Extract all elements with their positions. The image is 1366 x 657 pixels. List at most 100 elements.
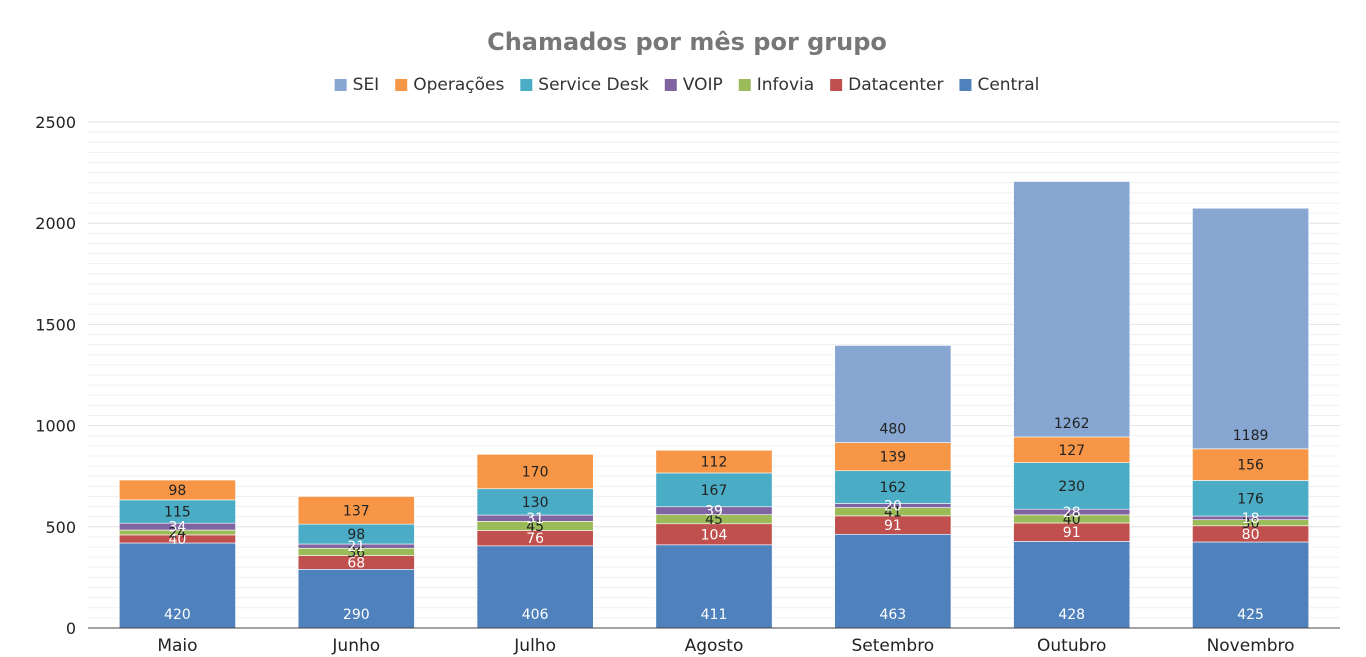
bar-segment-operacoes	[119, 479, 236, 501]
data-label-central: 411	[701, 607, 728, 623]
bar-segment-central	[297, 569, 415, 629]
data-label-central: 425	[1237, 607, 1264, 623]
bar-segment-operacoes	[655, 449, 773, 474]
data-label-voip: 20	[884, 499, 902, 515]
legend-swatch	[959, 79, 972, 91]
legend-swatch	[520, 79, 533, 91]
data-label-central: 428	[1058, 607, 1085, 623]
data-label-operacoes: 156	[1237, 458, 1264, 474]
chart-title: Chamados por mês por grupo	[487, 28, 887, 56]
data-label-operacoes: 139	[879, 450, 906, 466]
data-label-infovia: 36	[347, 545, 365, 561]
bar-segment-sei	[1192, 207, 1310, 450]
legend-swatch	[395, 79, 408, 91]
x-tick-label: Junho	[331, 636, 380, 656]
y-tick-label: 1500	[35, 315, 76, 334]
bar-segment-service-desk	[1192, 480, 1310, 517]
legend-label: Operações	[413, 75, 504, 95]
data-label-infovia: 45	[526, 519, 544, 535]
legend-item-operacoes[interactable]: Operações	[395, 75, 504, 95]
bar-segment-central	[119, 542, 236, 629]
bar-segment-service-desk	[834, 470, 952, 504]
legend-label: Central	[977, 75, 1039, 95]
data-label-central: 290	[343, 607, 370, 623]
legend-label: Infovia	[757, 75, 814, 95]
data-label-service-desk: 130	[522, 495, 549, 511]
data-label-service-desk: 230	[1058, 479, 1085, 495]
data-label-service-desk: 98	[347, 527, 365, 543]
bars	[119, 181, 1310, 629]
legend-label: SEI	[353, 75, 380, 95]
bar-segment-service-desk	[476, 488, 594, 516]
axes: 0 500 1000 1500 2000 2500 Maio Junho Julho Agosto…	[35, 113, 1340, 656]
bar-segment-sei	[1013, 181, 1131, 438]
bar-segment-central	[1192, 541, 1310, 629]
data-label-voip: 18	[1242, 511, 1260, 527]
data-label-datacenter: 76	[526, 531, 544, 547]
legend-item-service-desk[interactable]: Service Desk	[520, 75, 649, 95]
x-tick-label: Agosto	[685, 636, 744, 656]
x-tick-label: Novembro	[1207, 636, 1295, 656]
legend-swatch	[664, 79, 677, 91]
data-label-datacenter: 80	[1242, 527, 1260, 543]
data-labels: 4204024341159829068362198137406764531130…	[164, 416, 1268, 623]
data-label-infovia: 40	[1063, 512, 1081, 528]
bar-segment-operacoes	[476, 454, 594, 490]
data-label-operacoes: 127	[1058, 443, 1085, 459]
legend-swatch	[334, 79, 347, 91]
legend-item-infovia[interactable]: Infovia	[738, 75, 814, 95]
legend-label: Service Desk	[538, 75, 649, 95]
data-label-service-desk: 162	[879, 480, 906, 496]
legend-swatch	[738, 79, 751, 91]
legend-swatch	[830, 79, 843, 91]
bar-segment-sei	[834, 345, 952, 443]
bar-segment-operacoes	[1192, 448, 1310, 481]
bar-segment-service-desk	[655, 472, 773, 508]
data-label-central: 420	[164, 607, 191, 623]
data-label-datacenter: 104	[701, 527, 728, 543]
data-label-datacenter: 91	[1063, 525, 1081, 541]
data-label-voip: 21	[347, 539, 365, 555]
bar-segment-service-desk	[1013, 462, 1131, 510]
bar-segment-operacoes	[834, 442, 952, 472]
bar-segment-central	[655, 544, 773, 629]
y-tick-label: 1000	[35, 417, 76, 436]
x-tick-label: Setembro	[851, 636, 934, 656]
data-label-central: 463	[879, 607, 906, 623]
legend-item-central[interactable]: Central	[959, 75, 1039, 95]
legend-label: VOIP	[683, 75, 723, 95]
data-label-voip: 31	[526, 511, 544, 527]
data-label-service-desk: 115	[164, 505, 191, 521]
data-label-sei: 1262	[1054, 416, 1090, 432]
data-label-voip: 39	[705, 504, 723, 520]
data-label-service-desk: 176	[1237, 491, 1264, 507]
data-label-infovia: 30	[1242, 516, 1260, 532]
y-tick-label: 2500	[35, 113, 76, 132]
x-tick-label: Julho	[513, 636, 556, 656]
bar-segment-operacoes	[297, 496, 415, 525]
legend-item-datacenter[interactable]: Datacenter	[830, 75, 943, 95]
data-label-operacoes: 98	[169, 483, 187, 499]
legend-label: Datacenter	[848, 75, 943, 95]
data-label-voip: 28	[1063, 505, 1081, 521]
legend: SEI Operações Service Desk VOIP Infovia Datac…	[334, 75, 1039, 95]
data-label-service-desk: 167	[701, 483, 728, 499]
legend-item-voip[interactable]: VOIP	[664, 75, 723, 95]
data-label-infovia: 24	[169, 525, 187, 541]
data-label-datacenter: 40	[169, 532, 187, 548]
bar-segment-central	[476, 545, 594, 629]
data-label-sei: 480	[879, 422, 906, 438]
data-label-datacenter: 68	[347, 555, 365, 571]
y-tick-label: 2000	[35, 214, 76, 233]
data-label-central: 406	[522, 607, 549, 623]
data-label-datacenter: 91	[884, 518, 902, 534]
data-label-infovia: 45	[705, 512, 723, 528]
y-tick-label: 500	[45, 518, 76, 537]
data-label-operacoes: 112	[701, 455, 728, 471]
data-label-operacoes: 170	[522, 465, 549, 481]
legend-item-sei[interactable]: SEI	[334, 75, 380, 95]
data-label-operacoes: 137	[343, 503, 370, 519]
data-label-voip: 34	[169, 520, 187, 536]
